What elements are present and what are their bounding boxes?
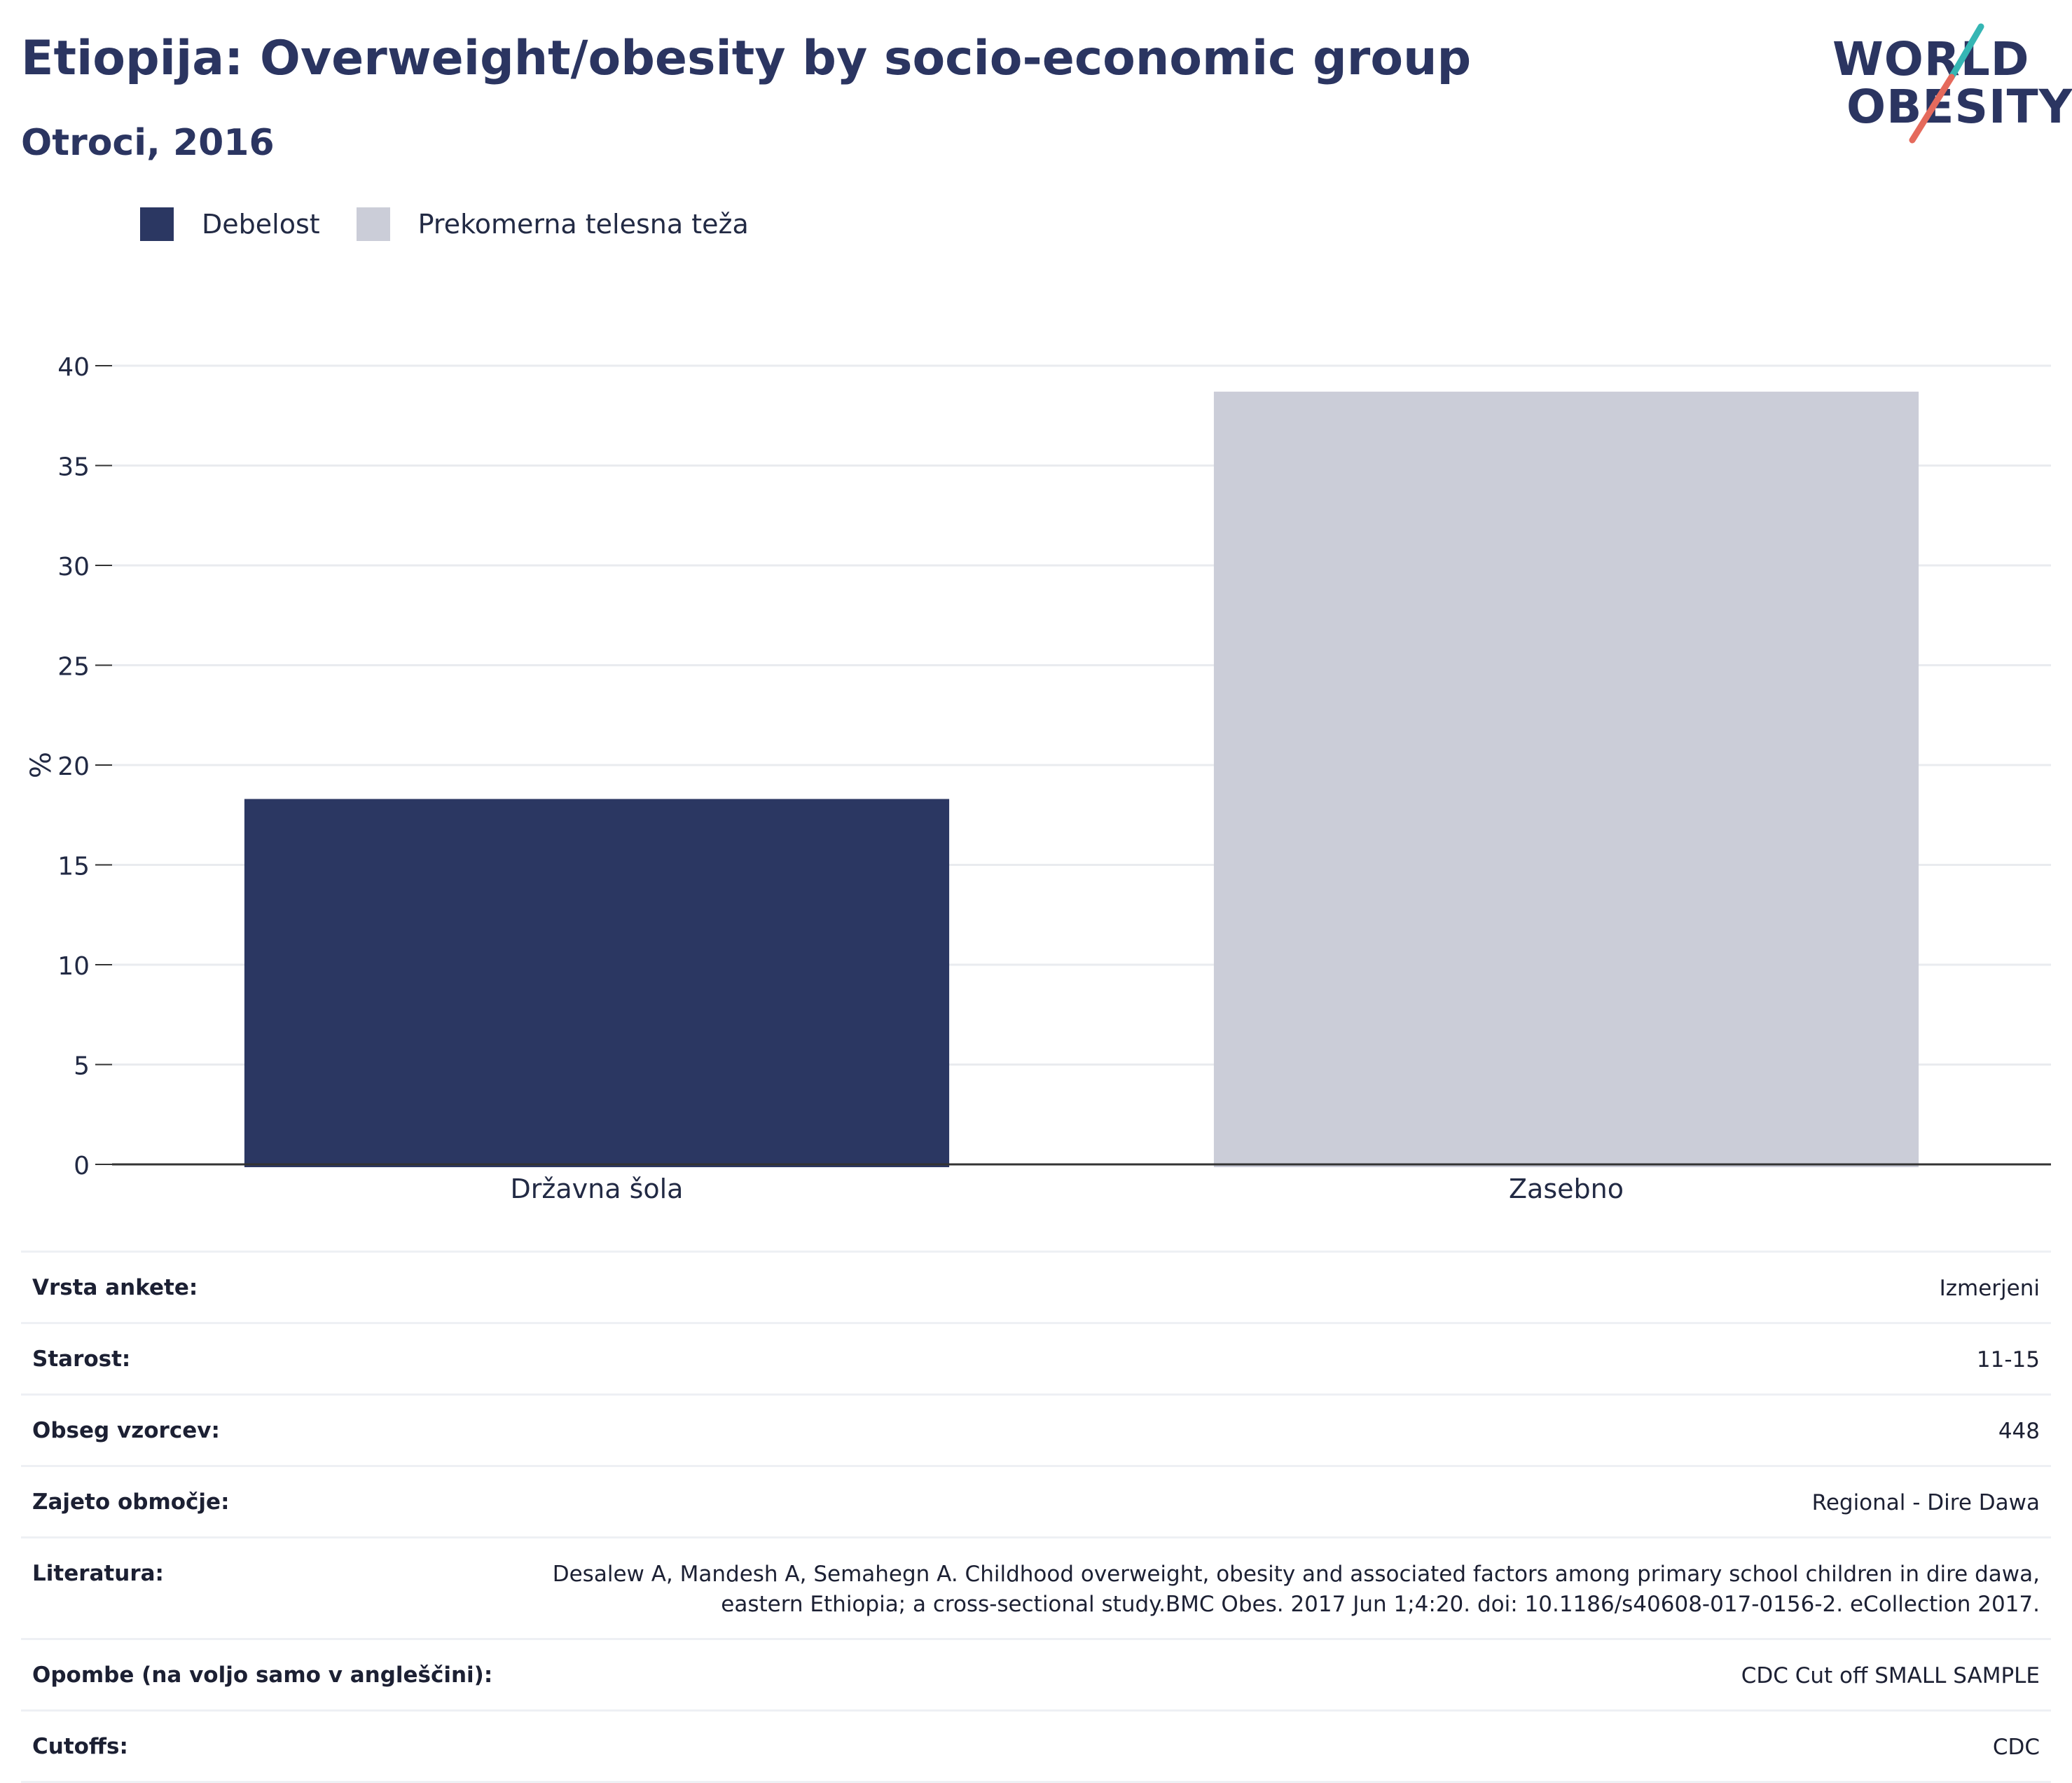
info-row: Starost: 11-15 — [21, 1324, 2051, 1396]
legend-swatch-obesity — [140, 207, 174, 241]
info-key: Starost: — [32, 1347, 131, 1372]
info-value: Regional - Dire Dawa — [1811, 1490, 2040, 1515]
info-value: CDC Cut off SMALL SAMPLE — [1741, 1663, 2040, 1688]
logo-line-1: WORLD — [1832, 32, 2030, 86]
y-tick-label: 25 — [57, 653, 90, 682]
y-tick-label: 5 — [74, 1052, 90, 1081]
logo-line-2: OBESITY — [1846, 80, 2072, 134]
info-value: Izmerjeni — [1939, 1276, 2040, 1301]
info-row: Obseg vzorcev: 448 — [21, 1396, 2051, 1467]
world-obesity-logo: WORLD OBESITY — [1828, 21, 2072, 147]
chart-title: Etiopija: Overweight/obesity by socio-ec… — [21, 31, 1472, 86]
y-tick-label: 30 — [57, 553, 90, 581]
legend-item-obesity[interactable]: Debelost — [140, 207, 320, 241]
info-row: Vrsta ankete: Izmerjeni — [21, 1253, 2051, 1324]
y-tick-label: 15 — [57, 853, 90, 881]
legend-swatch-overweight — [356, 207, 390, 241]
logo-slash-icon — [1909, 23, 1984, 144]
y-tick-label: 20 — [57, 752, 90, 781]
y-tick-label: 40 — [57, 353, 90, 382]
bar-chart: 0 5 10 15 20 25 30 35 40 Državna šola Zasebno% — [25, 353, 2051, 1204]
info-key: Zajeto območje: — [32, 1489, 230, 1515]
info-key: Vrsta ankete: — [32, 1275, 198, 1300]
info-value: CDC — [1992, 1735, 2040, 1760]
info-row: Literatura: Desalew A, Mandesh A, Semahe… — [21, 1538, 2051, 1640]
y-tick-label: 10 — [57, 952, 90, 981]
bar-obesity — [244, 799, 950, 1167]
info-row: Cutoffs: CDC — [21, 1712, 2051, 1783]
info-row: Zajeto območje: Regional - Dire Dawa — [21, 1467, 2051, 1538]
info-key: Literatura: — [32, 1561, 164, 1586]
legend-item-overweight[interactable]: Prekomerna telesna teža — [356, 207, 749, 241]
info-row: Opombe (na voljo samo v angleščini): CDC… — [21, 1640, 2051, 1712]
bar-overweight — [1213, 392, 1919, 1167]
chart-subtitle: Otroci, 2016 — [21, 122, 275, 164]
legend-label-overweight: Prekomerna telesna teža — [417, 209, 749, 240]
x-tick-label: Zasebno — [1509, 1173, 1624, 1204]
info-value: Desalew A, Mandesh A, Semahegn A. Childh… — [552, 1562, 2040, 1617]
info-key: Opombe (na voljo samo v angleščini): — [32, 1662, 493, 1688]
info-key: Obseg vzorcev: — [32, 1418, 220, 1443]
x-tick-label: Državna šola — [511, 1173, 684, 1204]
y-tick-label: 0 — [74, 1152, 90, 1180]
info-key: Cutoffs: — [32, 1734, 128, 1759]
legend-label-obesity: Debelost — [202, 209, 320, 240]
info-value: 448 — [1998, 1419, 2040, 1444]
info-value: 11-15 — [1976, 1347, 2040, 1372]
survey-info-table: Vrsta ankete: Izmerjeni Starost: 11-15 O… — [21, 1251, 2051, 1783]
chart-legend: Debelost Prekomerna telesna teža — [140, 207, 785, 241]
y-tick-label: 35 — [57, 453, 90, 482]
y-axis-label: % — [25, 752, 57, 778]
